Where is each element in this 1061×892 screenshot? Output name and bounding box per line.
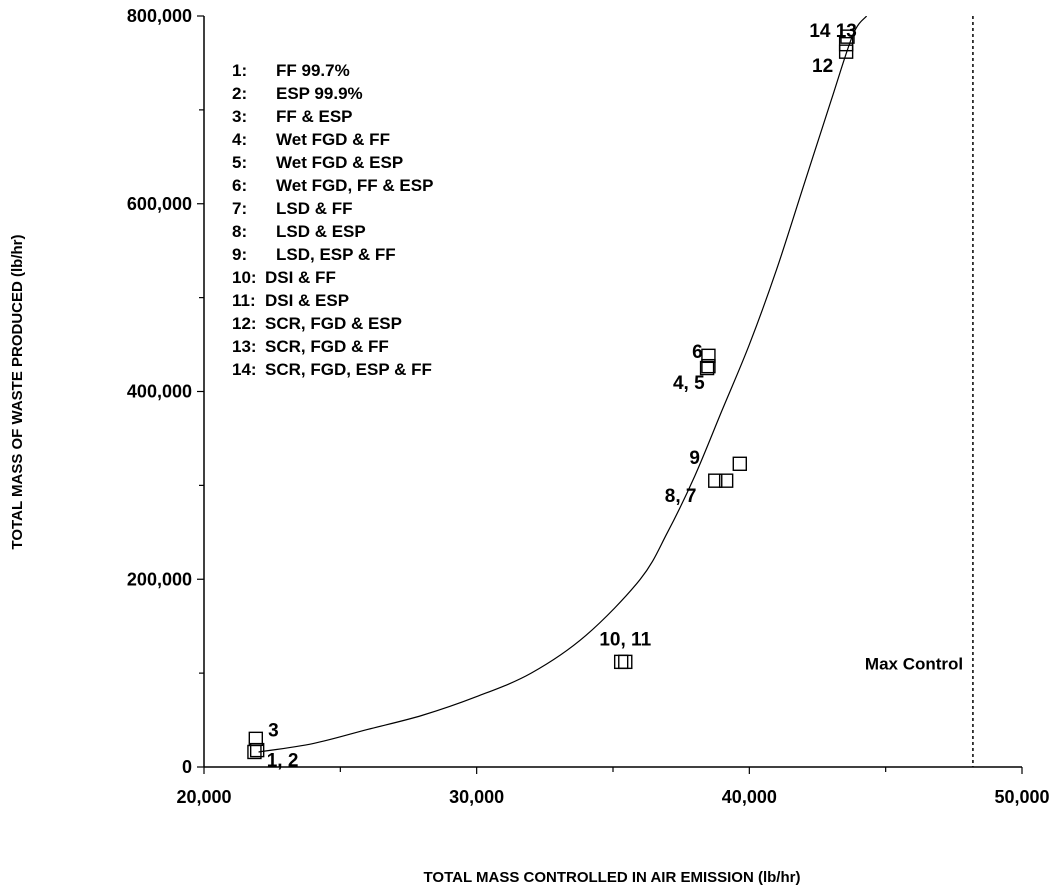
legend-label: Wet FGD & ESP [276,153,403,172]
data-point [838,36,854,52]
x-tick-label: 20,000 [176,787,231,807]
data-point [248,731,264,747]
point-label: 14 13 [809,21,857,42]
legend-number: 6: [232,176,247,195]
tick-labels: 20,000 30,000 40,000 50,000 0 200,000 400,000 6… [127,6,1050,807]
y-tick-label: 0 [182,757,192,777]
x-axis-title: TOTAL MASS CONTROLLED IN AIR EMISSION (l… [424,869,801,886]
legend-number: 8: [232,222,247,241]
y-tick-label: 200,000 [127,569,192,589]
max-control-line: Max Control [865,16,974,767]
point-label: 9 [689,448,700,469]
legend-label: SCR, FGD, ESP & FF [265,360,432,379]
data-point [618,654,633,670]
point-label: 10, 11 [599,629,651,650]
legend-label: FF 99.7% [276,61,350,80]
data-point [732,456,747,471]
legend-number: 10: [232,268,257,287]
legend-label: DSI & ESP [265,291,349,310]
legend-number: 14: [232,360,257,379]
legend-number: 4: [232,130,247,149]
fit-curve [258,16,868,753]
legend-number: 1: [232,61,247,80]
point-labels: 1, 2 3 6 4, 5 9 8, 7 10, 11 14 13 12 [267,21,857,771]
legend-number: 9: [232,245,247,264]
legend-label: Wet FGD & FF [276,130,390,149]
legend-label: LSD, ESP & FF [276,245,396,264]
legend-number: 7: [232,199,247,218]
point-label: 3 [268,720,279,741]
point-label: 6 [692,342,703,363]
data-point [840,29,855,44]
x-tick-label: 50,000 [994,787,1049,807]
legend-label: FF & ESP [276,107,353,126]
data-point [701,348,716,364]
legend: 1: FF 99.7% 2: ESP 99.9% 3: FF & ESP 4: Wet FGD… [232,61,433,379]
data-point [613,654,629,670]
y-tick-label: 600,000 [127,194,192,214]
point-label: 4, 5 [673,373,705,394]
legend-label: LSD & FF [276,199,353,218]
point-label: 1, 2 [267,750,299,771]
y-tick-label: 800,000 [127,6,192,26]
x-tick-label: 40,000 [722,787,777,807]
max-control-label: Max Control [865,655,963,674]
legend-number: 13: [232,337,257,356]
x-tick-label: 30,000 [449,787,504,807]
point-label: 8, 7 [665,486,697,507]
legend-number: 5: [232,153,247,172]
data-point [708,473,723,488]
legend-label: ESP 99.9% [276,84,363,103]
legend-number: 11: [232,291,256,310]
legend-number: 3: [232,107,247,126]
data-point [838,44,854,59]
legend-number: 12: [232,314,257,333]
point-label: 12 [812,56,833,77]
y-tick-label: 400,000 [127,382,192,402]
legend-number: 2: [232,84,247,103]
data-points [247,29,855,760]
legend-label: SCR, FGD & ESP [265,314,402,333]
legend-label: SCR, FGD & FF [265,337,389,356]
y-axis-title: TOTAL MASS OF WASTE PRODUCED (lb/hr) [9,234,26,549]
data-point [699,360,715,376]
data-point [249,742,265,758]
data-point [701,358,716,374]
legend-label: DSI & FF [265,268,336,287]
legend-label: Wet FGD, FF & ESP [276,176,433,195]
data-point [718,473,734,488]
axes [197,15,1023,774]
legend-label: LSD & ESP [276,222,366,241]
